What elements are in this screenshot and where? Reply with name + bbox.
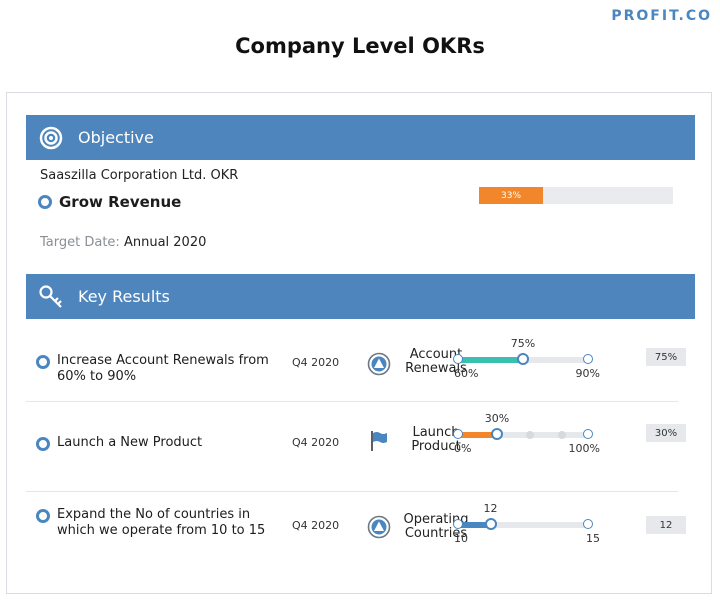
target-date: Target Date: Annual 2020	[40, 235, 206, 250]
slider-milestone	[526, 431, 534, 439]
key-result-text: Increase Account Renewals from 60% to 90…	[57, 353, 269, 384]
key-result-title: Increase Account Renewals from 60% to 90…	[36, 353, 276, 385]
slider-milestone	[558, 431, 566, 439]
slider-min-label: 10	[454, 532, 468, 545]
key-result-metric: Launch Product	[398, 426, 474, 454]
slider-handle[interactable]	[484, 518, 497, 530]
status-dot-icon	[38, 195, 52, 209]
row-divider	[26, 401, 678, 402]
slider-current-label: 12	[483, 502, 498, 515]
company-name: Saaszilla Corporation Ltd. OKR	[40, 168, 239, 183]
slider-end-knob	[583, 354, 593, 364]
target-date-label: Target Date:	[40, 235, 120, 250]
slider-handle[interactable]	[517, 353, 529, 365]
key-icon	[39, 284, 62, 308]
slider-start-knob	[453, 354, 463, 364]
target-icon	[39, 126, 63, 149]
slider-end-knob	[583, 519, 593, 529]
slider-track	[458, 522, 588, 528]
slider-fill	[458, 522, 491, 528]
slider-handle[interactable]	[491, 428, 503, 440]
key-result-title: Expand the No of countries in which we o…	[36, 507, 276, 539]
key-result-quarter: Q4 2020	[292, 519, 340, 532]
slider-track	[458, 432, 588, 438]
target-date-value: Annual 2020	[123, 235, 207, 250]
objective-progress-fill: 33%	[479, 187, 544, 204]
metric-line: Launch	[412, 425, 460, 440]
metric-line: Account	[409, 347, 463, 362]
slider-start-knob	[453, 519, 463, 529]
metric-line: Countries	[404, 526, 468, 541]
brand-logo: PROFIT.CO	[611, 8, 712, 24]
slider-current-label: 30%	[484, 412, 510, 425]
key-result-metric: Operating Countries	[398, 513, 474, 541]
key-result-metric: Account Renewals	[398, 348, 474, 376]
objective-title: Grow Revenue	[59, 193, 182, 211]
status-dot-icon	[36, 509, 50, 523]
metric-line: Product	[411, 439, 461, 454]
slider-start-knob	[453, 429, 463, 439]
key-result-slider[interactable]: 12 10 15	[453, 502, 600, 552]
progress-badge: 30%	[646, 424, 686, 442]
slider-min-label: 0%	[454, 442, 472, 455]
objective-item[interactable]: Grow Revenue	[38, 193, 181, 211]
key-result-slider[interactable]: 30% 0% 100%	[453, 412, 600, 462]
page-title: Company Level OKRs	[235, 34, 485, 58]
metric-line: Renewals	[405, 361, 467, 376]
flag-icon	[371, 431, 387, 451]
objective-progress-label: 33%	[501, 190, 522, 201]
slider-max-label: 15	[586, 532, 600, 545]
key-result-quarter: Q4 2020	[292, 436, 340, 449]
slider-min-label: 60%	[454, 367, 479, 380]
objective-progress-bar: 33%	[479, 187, 673, 204]
metric-line: Operating	[403, 512, 469, 527]
key-result-title: Launch a New Product	[36, 435, 276, 451]
status-dot-icon	[36, 437, 50, 451]
key-result-text: Expand the No of countries in which we o…	[57, 507, 266, 538]
okr-card	[6, 92, 712, 594]
key-results-header: Key Results	[26, 274, 695, 319]
triangle-badge-icon	[367, 352, 391, 376]
slider-max-label: 100%	[568, 442, 600, 455]
progress-badge: 75%	[646, 348, 686, 366]
slider-end-knob	[583, 429, 593, 439]
key-result-slider[interactable]: 75% 60% 90%	[453, 337, 600, 387]
slider-current-label: 75%	[510, 337, 536, 350]
row-divider	[26, 491, 678, 492]
key-result-quarter: Q4 2020	[292, 356, 340, 369]
objective-header: Objective	[26, 115, 695, 160]
slider-fill	[458, 357, 523, 363]
slider-fill	[458, 432, 497, 438]
status-dot-icon	[36, 355, 50, 369]
triangle-badge-icon	[367, 515, 391, 539]
key-result-text: Launch a New Product	[57, 435, 203, 450]
objective-header-title: Objective	[78, 128, 154, 147]
key-results-header-title: Key Results	[78, 287, 170, 306]
progress-badge: 12	[646, 516, 686, 534]
slider-max-label: 90%	[575, 367, 600, 380]
